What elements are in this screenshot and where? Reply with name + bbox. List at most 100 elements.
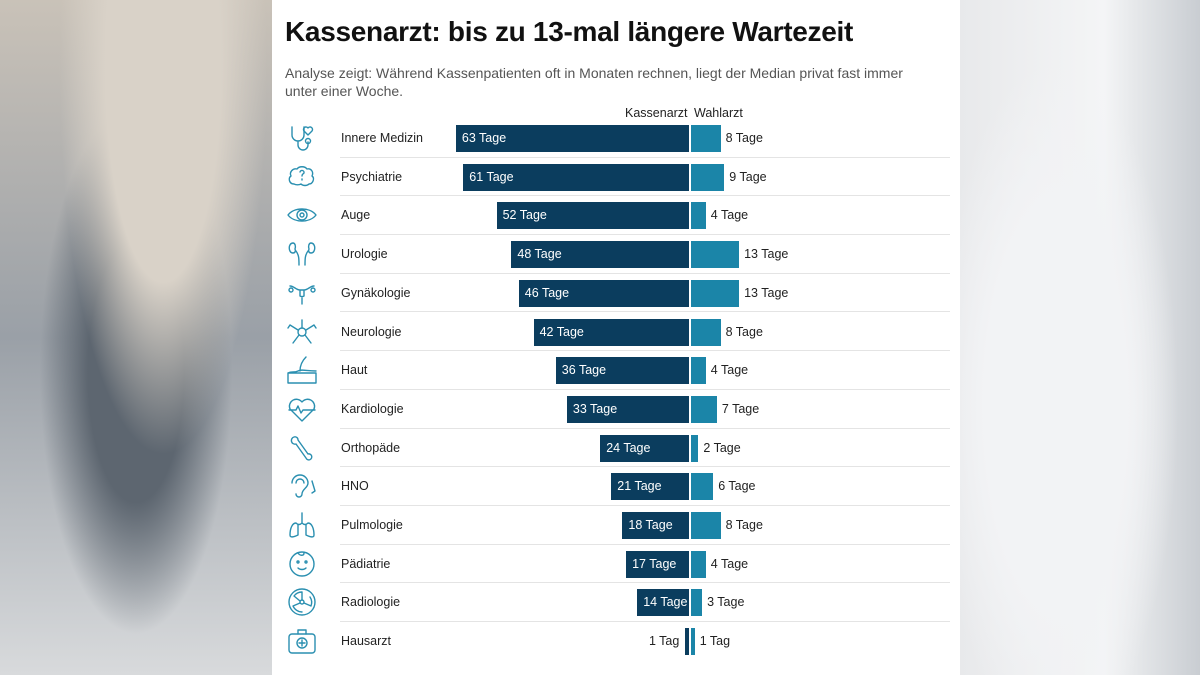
value-label-wahlarzt: 4 Tage [710,556,749,571]
value-label-wahlarzt: 3 Tage [707,595,745,610]
bar-wahlarzt [691,473,714,501]
baby-icon [289,550,315,577]
chart-row: Innere Medizin 63 Tage 8 Tage [272,119,960,158]
bar-kassenarzt [496,202,689,230]
category-label: Psychiatrie [341,169,403,184]
bar-kassenarzt [518,279,689,307]
category-label: Urologie [341,247,388,262]
row-divider [340,466,950,468]
category-label: Pädiatrie [341,556,391,571]
bar-kassenarzt [463,163,689,191]
bar-wahlarzt [691,241,740,269]
row-divider [340,504,950,506]
background-photo-right [960,0,1200,675]
bar-kassenarzt [611,473,689,501]
bar-wahlarzt [691,202,706,230]
value-label-wahlarzt: 8 Tage [725,131,763,145]
bar-kassenarzt [626,550,689,578]
chart-title: Kassenarzt: bis zu 13-mal längere Wartez… [285,16,854,47]
eye-icon [287,208,317,223]
legend-kassenarzt: Kassenarzt [625,106,688,120]
row-divider [340,388,950,390]
value-label-wahlarzt: 1 Tag [699,634,731,649]
ear-nose-icon [291,474,316,498]
lungs-icon [289,512,315,538]
value-label-wahlarzt: 13 Tage [744,285,789,300]
bar-kassenarzt [600,434,689,462]
category-label: Hausarzt [341,634,392,649]
bar-wahlarzt [691,279,740,307]
category-label: Gynäkologie [341,285,411,300]
first-aid-kit-icon [288,629,316,654]
value-label-kassenarzt: 46 Tage [524,285,570,300]
category-label: Innere Medizin [341,131,423,145]
category-label: Pulmologie [341,518,403,532]
chart-row: Haut 36 Tage 4 Tage [272,351,960,390]
row-divider [340,350,950,352]
value-label-wahlarzt: 9 Tage [729,169,767,184]
chart-row: Hausarzt 1 Tag 1 Tag [272,622,960,661]
bar-wahlarzt [691,318,721,346]
bar-wahlarzt [691,550,706,578]
value-label-kassenarzt: 63 Tage [461,131,507,145]
bar-wahlarzt [691,512,721,539]
heartbeat-icon [288,398,316,422]
row-divider [340,156,950,158]
chart-row: Orthopäde 24 Tage 2 Tage [272,429,960,468]
value-label-kassenarzt: 14 Tage [643,595,688,610]
skin-icon [287,356,317,384]
value-label-kassenarzt: 36 Tage [561,363,607,378]
bar-kassenarzt [511,241,689,269]
uterus-icon [288,285,316,305]
chart-row: Psychiatrie 61 Tage 9 Tage [272,158,960,197]
chart-subtitle: Analyse zeigt: Während Kassenpatienten o… [285,65,903,99]
chart-row: Radiologie 14 Tage 3 Tage [272,583,960,623]
stethoscope-heart-icon [291,126,314,151]
chart-row: Neurologie 42 Tage 8 Tage [272,313,960,352]
bar-kassenarzt [637,589,689,617]
value-label-kassenarzt: 42 Tage [539,324,584,339]
value-label-wahlarzt: 4 Tage [710,363,749,378]
chart-row: Kardiologie 33 Tage 7 Tage [272,390,960,429]
bar-kassenarzt [566,395,689,423]
background-photo-left [0,0,272,675]
row-divider [340,543,950,545]
category-label: Haut [341,363,368,378]
legend-wahlarzt: Wahlarzt [694,106,743,120]
chart-row: HNO 21 Tage 6 Tage [272,467,960,506]
chart-panel: Kassenarzt: bis zu 13-mal längere Wartez… [272,0,960,675]
value-label-kassenarzt: 1 Tag [648,634,680,649]
value-label-kassenarzt: 17 Tage [632,556,677,571]
chart-row: Pädiatrie 17 Tage 4 Tage [272,545,960,584]
chart-row: Gynäkologie 46 Tage 13 Tage [272,274,960,313]
category-label: Orthopäde [341,440,401,455]
category-label: HNO [341,479,369,494]
value-label-kassenarzt: 61 Tage [469,169,514,184]
bar-kassenarzt [622,512,689,539]
chart-row: Urologie 48 Tage 13 Tage [272,235,960,274]
value-label-kassenarzt: 48 Tage [517,247,562,262]
category-label: Kardiologie [341,401,404,416]
category-label: Neurologie [341,324,402,339]
value-label-kassenarzt: 24 Tage [606,440,651,455]
value-label-wahlarzt: 7 Tage [721,401,760,416]
value-label-wahlarzt: 2 Tage [703,440,741,455]
row-divider [340,272,950,274]
chart-row: Auge 52 Tage 4 Tage [272,196,960,236]
radiation-icon [288,588,316,617]
row-divider [340,427,950,429]
bar-kassenarzt [555,357,689,385]
value-label-wahlarzt: 4 Tage [710,208,749,223]
bone-icon [290,435,313,461]
value-label-wahlarzt: 8 Tage [725,518,763,532]
value-label-wahlarzt: 6 Tage [718,479,756,494]
bar-kassenarzt [455,125,689,152]
row-divider [340,234,950,236]
bar-wahlarzt [691,125,721,152]
value-label-kassenarzt: 21 Tage [617,479,662,494]
bar-wahlarzt [691,434,699,462]
row-divider [340,582,950,584]
bar-wahlarzt [691,628,695,656]
category-label: Auge [341,208,371,223]
category-label: Radiologie [341,595,401,610]
